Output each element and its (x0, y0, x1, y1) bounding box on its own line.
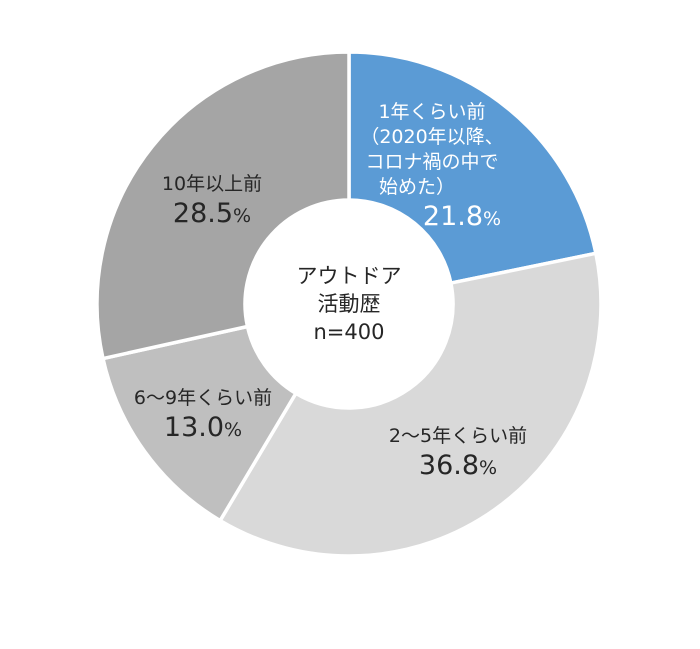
label-line: 6～9年くらい前 (133, 387, 273, 409)
value-unit: % (233, 205, 252, 227)
value-label: 21.8% (420, 200, 503, 236)
value-number: 13.0 (163, 412, 225, 443)
label-line: （2020年以降、 (360, 126, 504, 148)
center-label: アウトドア 活動歴 n=400 (297, 262, 402, 346)
label-line: コロナ禍の中で (365, 151, 499, 173)
value-unit: % (479, 457, 498, 479)
donut-slice-3 (95, 50, 351, 361)
slice-label-6-9-years: 6～9年くらい前 13.0% (134, 386, 272, 447)
label-line: 1年くらい前 (378, 101, 486, 123)
value-number: 36.8 (418, 450, 480, 481)
value-label: 36.8% (389, 449, 527, 485)
slice-label-10-years: 10年以上前 28.5% (162, 172, 262, 233)
donut-slice-2 (100, 324, 299, 523)
center-label-line: 活動歴 (317, 292, 381, 316)
donut-slice-0 (347, 50, 598, 286)
value-number: 21.8 (422, 201, 484, 232)
label-line: 始めた） (378, 176, 456, 198)
center-label-line: n=400 (313, 320, 385, 344)
donut-slice-1 (217, 251, 603, 558)
value-label: 13.0% (134, 411, 272, 447)
value-number: 28.5 (172, 198, 234, 229)
center-label-line: アウトドア (296, 264, 402, 288)
value-unit: % (224, 419, 243, 441)
label-line: 2～5年くらい前 (388, 425, 528, 447)
slice-label-1-year: 1年くらい前 （2020年以降、 コロナ禍の中で 始めた） 21.8% (360, 100, 503, 236)
label-line: 10年以上前 (161, 173, 263, 195)
slice-label-2-5-years: 2～5年くらい前 36.8% (389, 424, 527, 485)
value-unit: % (483, 208, 502, 230)
value-label: 28.5% (162, 197, 262, 233)
